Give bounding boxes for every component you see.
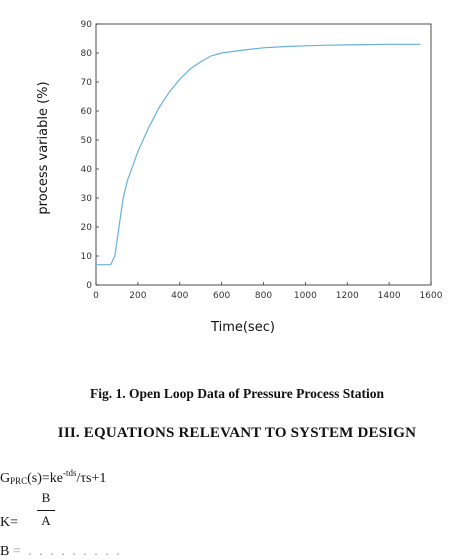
x-tick-label: 1600 — [420, 291, 443, 301]
y-tick-label: 30 — [81, 194, 93, 204]
process-variable-line — [96, 43, 421, 266]
gain-equation-lhs: K= — [0, 515, 19, 530]
eq1-lhs-rest: (s)=ke — [27, 471, 64, 486]
eq1-lhs-sub: PRC — [10, 476, 28, 486]
eq3-cutoff: = . . . . . . . . . — [12, 544, 122, 559]
pressure-response-chart: 0 200 400 600 800 1000 1200 1400 1600 0 10 20 30 40 5… — [36, 20, 443, 335]
eq1-lhs-main: G — [0, 471, 11, 486]
y-tick-label: 90 — [81, 20, 93, 30]
x-tick-label: 1000 — [294, 291, 317, 301]
x-tick-label: 0 — [93, 291, 99, 301]
y-tick-label: 20 — [81, 223, 93, 233]
x-tick-label: 400 — [171, 291, 188, 301]
y-axis-label: process variable (%) — [36, 81, 51, 214]
x-axis-ticks: 0 200 400 600 800 1000 1200 1400 1600 — [93, 282, 443, 301]
x-tick-label: 800 — [255, 291, 272, 301]
gain-numerator: B — [41, 490, 51, 505]
section-heading: III. EQUATIONS RELEVANT TO SYSTEM DESIGN — [57, 425, 417, 441]
y-tick-label: 0 — [86, 281, 92, 291]
eq1-rhs: /τs+1 — [76, 471, 107, 486]
fraction-bar — [37, 510, 55, 511]
y-tick-label: 70 — [81, 78, 93, 88]
gain-fraction: B A — [36, 490, 56, 529]
x-axis-label: Time(sec) — [210, 320, 275, 335]
gain-denominator: A — [41, 513, 51, 528]
x-tick-label: 600 — [213, 291, 230, 301]
plot-area — [95, 23, 432, 286]
y-tick-label: 10 — [81, 252, 93, 262]
figure-caption: Fig. 1. Open Loop Data of Pressure Proce… — [90, 386, 384, 401]
x-tick-label: 1400 — [378, 291, 401, 301]
y-tick-label: 80 — [81, 49, 93, 59]
eq1-exponent: -tds — [63, 468, 77, 478]
y-tick-label: 50 — [81, 136, 93, 146]
transfer-function-equation: GPRC(s)=ke-tds/τs+1 — [0, 468, 106, 487]
partial-equation: B = . . . . . . . . . — [0, 544, 122, 560]
y-tick-label: 60 — [81, 107, 93, 117]
eq3-start: B — [0, 544, 10, 559]
x-tick-label: 200 — [129, 291, 146, 301]
y-axis-ticks: 0 10 20 30 40 50 60 70 80 90 — [81, 20, 99, 291]
y-tick-label: 40 — [81, 165, 93, 175]
x-tick-label: 1200 — [336, 291, 359, 301]
